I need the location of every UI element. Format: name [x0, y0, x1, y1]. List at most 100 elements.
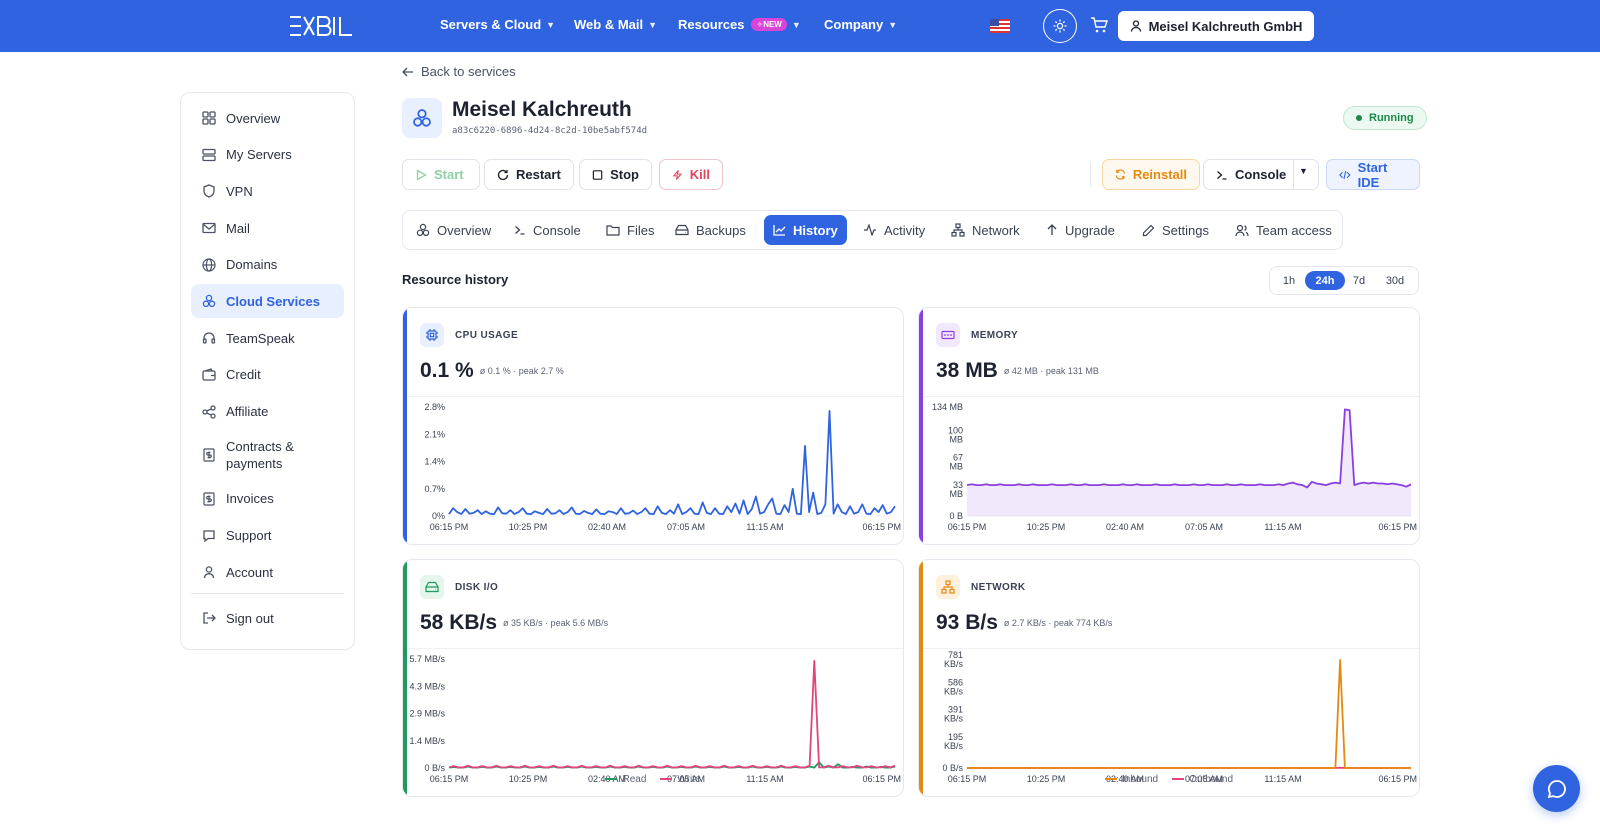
tab-console[interactable]: Console [505, 215, 590, 245]
y-tick-label: 0 B/s [942, 763, 963, 773]
sidebar-item-overview[interactable]: Overview [191, 101, 344, 135]
x-tick-label: 07:05 AM [1185, 774, 1223, 784]
card-current-value: 38 MB ø 42 MB · peak 131 MB [936, 359, 1099, 382]
tab-overview[interactable]: Overview [407, 215, 500, 245]
x-tick-label: 10:25 PM [1027, 774, 1066, 784]
drive-icon [675, 224, 689, 236]
sidebar-item-contracts-payments[interactable]: Contracts & payments [191, 431, 344, 479]
back-to-services-link[interactable]: Back to services [402, 64, 516, 79]
legend-inbound[interactable]: Inbound [1104, 774, 1158, 785]
disk-io-card: DISK I/O 58 KB/s ø 35 KB/s · peak 5.6 MB/… [402, 559, 904, 797]
card-current-value: 93 B/s ø 2.7 KB/s · peak 774 KB/s [936, 611, 1113, 634]
restart-button[interactable]: Restart [484, 159, 574, 190]
nav-servers-cloud[interactable]: Servers & Cloud ▼ [440, 17, 556, 32]
account-button[interactable]: Meisel Kalchreuth GmbH [1118, 11, 1314, 41]
start-ide-button[interactable]: Start IDE [1326, 159, 1420, 190]
network-icon [936, 575, 960, 599]
tab-settings[interactable]: Settings [1133, 215, 1218, 245]
invoice-icon [203, 492, 215, 506]
range-30d[interactable]: 30d [1385, 274, 1405, 287]
range-24h[interactable]: 24h [1305, 271, 1345, 290]
x-tick-label: 07:05 AM [667, 522, 705, 532]
start-button[interactable]: Start [402, 159, 480, 190]
sidebar-item-affiliate[interactable]: Affiliate [191, 395, 344, 429]
legend-write[interactable]: Write [660, 774, 701, 785]
cloud-nodes-icon [416, 223, 430, 237]
nav-web-mail[interactable]: Web & Mail ▼ [574, 17, 658, 32]
nav-resources[interactable]: Resources ✧NEW ▼ [678, 17, 801, 32]
y-tick-label: 0 B/s [424, 763, 445, 773]
server-icon [202, 148, 216, 161]
status-badge: Running [1343, 106, 1427, 130]
server-name: Meisel Kalchreuth [452, 98, 632, 121]
reinstall-button[interactable]: Reinstall [1102, 159, 1200, 190]
activity-icon [864, 224, 876, 236]
card-summary: ø 35 KB/s · peak 5.6 MB/s [503, 618, 609, 629]
server-tabs: Overview Console Files Backups History A… [402, 210, 1343, 250]
resource-history-title: Resource history [402, 272, 509, 287]
tab-team-access[interactable]: Team access [1226, 215, 1341, 245]
tab-network[interactable]: Network [942, 215, 1029, 245]
sidebar-item-sign-out[interactable]: Sign out [191, 601, 344, 635]
us-flag-icon[interactable] [990, 19, 1010, 33]
reinstall-icon [1115, 169, 1126, 180]
action-divider [1090, 163, 1091, 186]
dollar-doc-icon [203, 448, 215, 462]
status-dot-icon [1356, 115, 1362, 121]
play-icon [416, 168, 427, 181]
card-accent [919, 560, 923, 796]
card-title: MEMORY [971, 330, 1019, 341]
code-icon [1339, 170, 1351, 179]
x-tick-label: 06:15 PM [1378, 774, 1417, 784]
y-tick-label: 33 MB [950, 480, 964, 499]
sidebar-item-credit[interactable]: Credit [191, 358, 344, 392]
series-line-write [448, 659, 896, 769]
sidebar-item-my-servers[interactable]: My Servers [191, 138, 344, 172]
sidebar-item-teamspeak[interactable]: TeamSpeak [191, 321, 344, 355]
new-badge: ✧NEW [751, 18, 787, 31]
y-tick-label: 781 KB/s [944, 650, 964, 669]
card-summary: ø 0.1 % · peak 2.7 % [479, 366, 564, 377]
kill-button[interactable]: Kill [659, 159, 723, 190]
chevron-down-icon[interactable]: ▼ [1299, 166, 1308, 176]
tab-upgrade[interactable]: Upgrade [1037, 215, 1124, 245]
chart-legend: Read Write [403, 774, 903, 785]
range-7d[interactable]: 7d [1352, 274, 1366, 287]
range-1h[interactable]: 1h [1282, 274, 1296, 287]
tab-history[interactable]: History [764, 215, 847, 245]
card-accent [919, 308, 923, 544]
cpu-icon [420, 323, 444, 347]
stop-button[interactable]: Stop [579, 159, 652, 190]
y-tick-label: 134 MB [932, 402, 963, 412]
exbil-logo[interactable] [288, 15, 358, 37]
cloud-nodes-icon [202, 295, 216, 308]
top-navbar: Servers & Cloud ▼ Web & Mail ▼ Resources ✧… [0, 0, 1600, 52]
chart-legend: Inbound Outbound [919, 774, 1419, 785]
y-tick-label: 586 KB/s [944, 677, 964, 696]
tab-backups[interactable]: Backups [666, 215, 755, 245]
sidebar-item-support[interactable]: Support [191, 519, 344, 553]
chat-widget-button[interactable] [1533, 765, 1580, 812]
legend-read[interactable]: Read [605, 774, 646, 785]
sidebar-item-account[interactable]: Account [191, 555, 344, 589]
series-line-inbound [966, 659, 1412, 769]
sidebar-item-cloud-services[interactable]: Cloud Services [191, 284, 344, 319]
cart-icon[interactable] [1090, 16, 1108, 34]
nav-company[interactable]: Company ▼ [824, 17, 898, 32]
legend-outbound[interactable]: Outbound [1172, 774, 1233, 785]
console-button[interactable]: Console ▼ [1203, 159, 1319, 190]
sidebar-item-mail[interactable]: Mail [191, 211, 344, 245]
cpu-usage-chart: 2.8%2.1%1.4%0.7%0%06:15 PM 10:25 PM 02:40 … [424, 402, 901, 532]
user-icon [1130, 20, 1141, 32]
y-tick-label: 195 KB/s [944, 732, 964, 751]
sidebar-item-invoices[interactable]: Invoices [191, 482, 344, 516]
theme-toggle-button[interactable] [1043, 9, 1077, 43]
tab-files[interactable]: Files [597, 215, 663, 245]
sidebar-item-vpn[interactable]: VPN [191, 174, 344, 208]
chat-bubble-icon [1547, 779, 1566, 798]
sidebar-item-domains[interactable]: Domains [191, 248, 344, 282]
tab-activity[interactable]: Activity [854, 215, 934, 245]
x-tick-label: 06:15 PM [862, 774, 901, 784]
x-tick-label: 11:15 AM [1264, 774, 1301, 784]
memory-icon [936, 323, 960, 347]
